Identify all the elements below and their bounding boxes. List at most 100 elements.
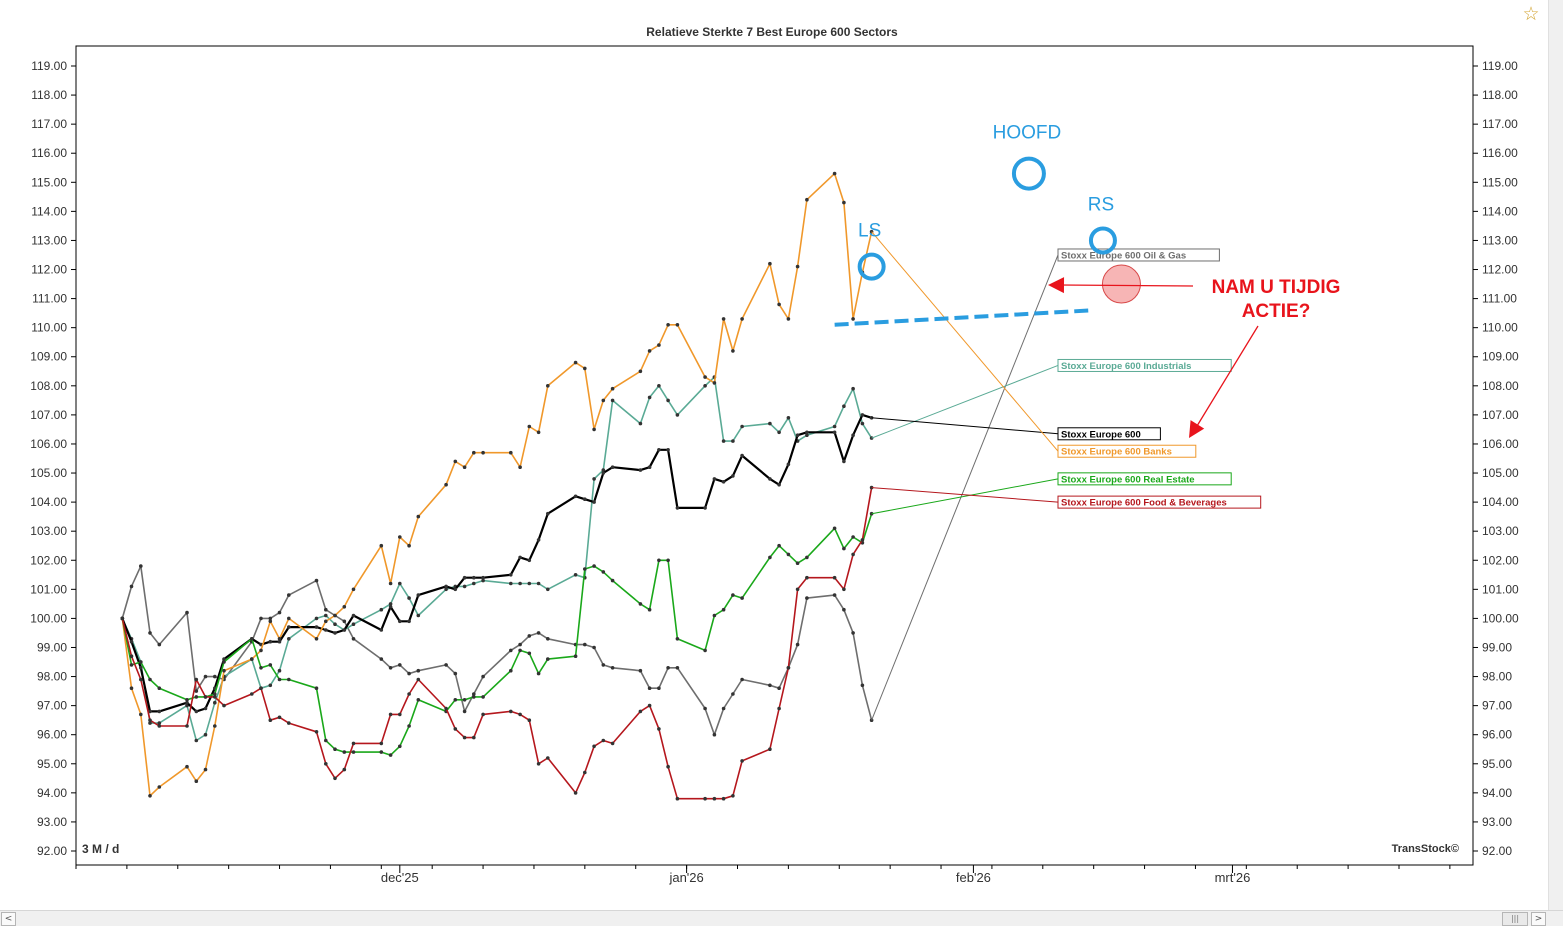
y-tick-label-left: 99.00 (37, 640, 67, 654)
scroll-thumb[interactable]: ||| (1502, 912, 1528, 926)
data-point (287, 616, 291, 621)
data-point (351, 622, 356, 626)
y-tick-label-right: 115.00 (1482, 175, 1518, 189)
data-point (805, 555, 809, 560)
data-point (157, 785, 162, 789)
data-point (481, 695, 485, 699)
data-point (472, 581, 476, 586)
data-point (157, 686, 162, 690)
data-point (388, 753, 393, 757)
data-point (666, 398, 670, 403)
data-point (259, 616, 263, 621)
data-point (703, 506, 707, 510)
vertical-scrollbar[interactable] (1548, 0, 1563, 910)
y-tick-label-right: 94.00 (1482, 786, 1512, 800)
data-point (583, 366, 587, 371)
data-point (638, 709, 643, 714)
y-tick-label-right: 103.00 (1482, 524, 1519, 538)
data-point (795, 561, 800, 565)
data-point (222, 703, 226, 708)
data-point (416, 677, 421, 682)
data-point (518, 581, 522, 586)
y-tick-label-left: 119.00 (31, 59, 67, 73)
data-point (148, 709, 152, 714)
series-label-text: Stoxx Europe 600 Real Estate (1061, 474, 1195, 485)
data-point (333, 776, 337, 781)
y-tick-label-right: 116.00 (1482, 146, 1518, 160)
data-point (203, 767, 208, 772)
y-tick-label-left: 100.00 (30, 611, 67, 625)
data-point (860, 413, 865, 417)
series-end-label: Stoxx Europe 600 Food & Beverages (1057, 495, 1262, 509)
y-tick-label-right: 111.00 (1482, 292, 1517, 306)
data-point (666, 764, 670, 769)
data-point (592, 427, 596, 432)
data-point (398, 744, 402, 749)
horizontal-scrollbar[interactable]: < ||| > (0, 910, 1563, 926)
data-point (675, 323, 680, 327)
data-point (647, 395, 652, 400)
scroll-left-button[interactable]: < (1, 912, 16, 926)
data-point (768, 683, 772, 688)
data-point (509, 573, 513, 577)
data-point (481, 450, 485, 455)
data-point (453, 727, 458, 731)
y-tick-label-left: 94.00 (37, 786, 67, 800)
data-point (388, 602, 393, 606)
data-point (203, 695, 208, 699)
data-point (712, 796, 717, 801)
data-point (842, 200, 846, 205)
data-point (129, 663, 134, 667)
callout-arrow-down-head (1189, 420, 1205, 438)
y-tick-label-left: 104.00 (30, 495, 67, 509)
series-label-leader (871, 478, 1059, 515)
data-point (351, 741, 356, 746)
data-point (731, 692, 735, 696)
data-point (277, 668, 282, 673)
data-point (481, 674, 485, 679)
data-point (139, 564, 143, 568)
data-point (324, 762, 328, 766)
data-point (398, 712, 402, 717)
data-point (610, 398, 615, 403)
data-point (342, 619, 347, 624)
data-point (703, 648, 707, 653)
data-point (731, 439, 735, 443)
star-icon[interactable]: ☆ (1522, 3, 1540, 25)
data-point (407, 543, 411, 548)
axes-layer: 119.00 119.00 118.00 118.00 117.00 117.00 116.… (30, 59, 1519, 885)
data-point (768, 555, 772, 560)
y-tick-label-left: 101.00 (30, 582, 67, 596)
data-point (795, 642, 800, 647)
data-point (832, 424, 837, 429)
data-point (259, 686, 263, 690)
data-point (462, 709, 467, 714)
data-point (675, 413, 680, 417)
data-point (314, 616, 319, 621)
data-point (795, 587, 800, 592)
data-point (768, 421, 772, 426)
data-point (139, 712, 143, 717)
data-point (222, 657, 226, 661)
scroll-right-button[interactable]: > (1531, 912, 1546, 926)
data-point (842, 607, 846, 612)
data-point (333, 631, 337, 635)
data-point (379, 657, 384, 661)
callout-arrow-left-head (1048, 277, 1065, 294)
y-tick-label-left: 114.00 (31, 204, 67, 218)
data-point (277, 639, 282, 644)
y-tick-label-left: 97.00 (37, 699, 67, 713)
data-point (786, 462, 791, 467)
data-point (416, 668, 421, 673)
data-point (583, 497, 587, 502)
data-point (795, 264, 800, 269)
data-point (268, 619, 273, 624)
data-point (573, 360, 578, 365)
data-point (721, 317, 726, 321)
data-point (379, 750, 384, 754)
data-point (869, 416, 874, 420)
data-point (851, 552, 855, 557)
data-point (453, 587, 458, 592)
data-point (129, 686, 134, 690)
data-point (416, 698, 421, 702)
